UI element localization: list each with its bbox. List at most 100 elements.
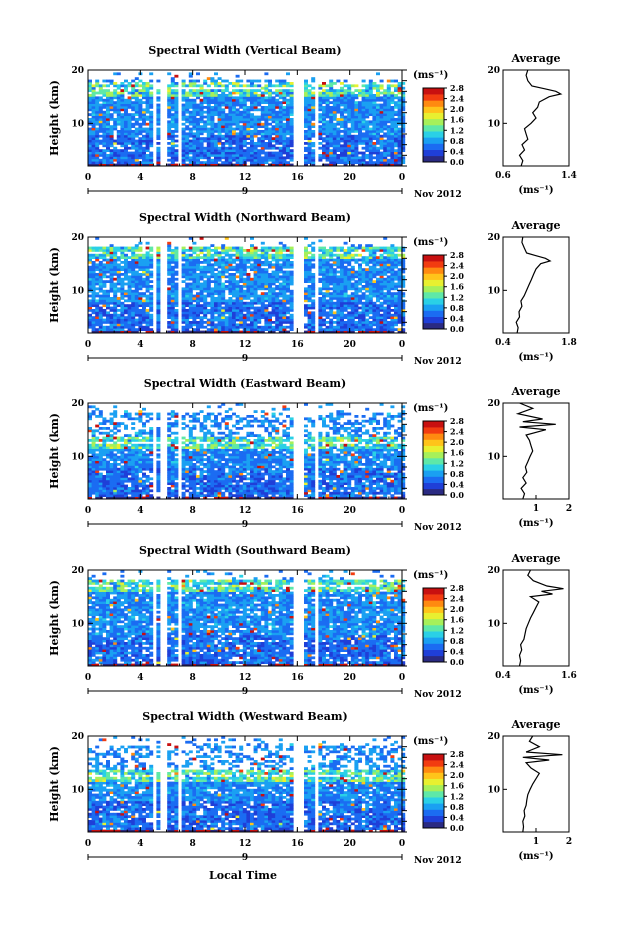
heatmap-cell (224, 285, 229, 288)
heatmap-cell (181, 118, 186, 121)
heatmap-cell (257, 115, 262, 119)
heatmap-cell (210, 268, 215, 271)
heatmap-cell (278, 122, 283, 126)
heatmap-cell (91, 110, 96, 114)
heatmap-cell (325, 110, 330, 114)
heatmap-cell (304, 154, 308, 157)
heatmap-cell (347, 277, 352, 281)
heatmap-cell (242, 120, 247, 124)
heatmap-cell (228, 261, 233, 264)
heatmap-cell (91, 149, 96, 152)
heatmap-cell (95, 98, 100, 102)
heatmap-cell (95, 282, 100, 286)
heatmap-cell (354, 158, 359, 162)
heatmap-cell (268, 321, 272, 324)
heatmap-cell (214, 108, 218, 112)
heatmap-cell (116, 118, 121, 121)
heatmap-cell (124, 86, 128, 90)
heatmap-cell (228, 330, 233, 334)
heatmap-cell (116, 275, 121, 279)
heatmap-cell (397, 134, 402, 138)
heatmap-cell (289, 294, 294, 298)
heatmap-cell (181, 142, 186, 145)
heatmap-cell (106, 113, 110, 116)
heatmap-cell (98, 301, 103, 305)
heatmap-cell (95, 146, 100, 150)
heatmap-cell (239, 149, 244, 152)
heatmap-cell (199, 285, 204, 288)
heatmap-cell (282, 113, 287, 116)
heatmap-cell (271, 125, 276, 128)
heatmap-cell (350, 313, 355, 317)
heatmap-cell (232, 309, 236, 312)
colorbar-segment (423, 137, 444, 144)
heatmap-cell (134, 287, 139, 291)
heatmap-cell (156, 282, 161, 286)
heatmap-cell (311, 256, 316, 259)
heatmap-cell (358, 328, 362, 331)
heatmap-cell (91, 154, 96, 157)
heatmap-cell (170, 321, 175, 324)
heatmap-cell (167, 294, 172, 298)
heatmap-cell (95, 142, 100, 145)
heatmap-cell (350, 110, 355, 114)
heatmap-cell (95, 130, 100, 133)
heatmap-cell (203, 270, 208, 274)
heatmap-cell (192, 84, 197, 88)
heatmap-cell (217, 280, 222, 283)
heatmap-cell (196, 139, 200, 143)
heatmap-cell (224, 306, 229, 310)
heatmap-cell (98, 106, 103, 109)
heatmap-cell (343, 265, 348, 269)
heatmap-cell (95, 163, 100, 167)
heatmap-cell (120, 294, 125, 298)
heatmap-cell (322, 270, 326, 274)
heatmap-cell (235, 118, 240, 121)
heatmap-cell (113, 297, 118, 300)
heatmap-cell (325, 125, 330, 128)
heatmap-cell (282, 106, 287, 109)
heatmap-cell (304, 91, 308, 95)
heatmap-cell (109, 330, 114, 334)
heatmap-cell (156, 268, 161, 271)
heatmap-cell (98, 115, 103, 119)
heatmap-cell (120, 139, 125, 143)
heatmap-cell (275, 89, 280, 92)
heatmap-cell (250, 323, 254, 327)
heatmap-cell (379, 249, 384, 252)
heatmap-cell (131, 256, 136, 259)
heatmap-cell (192, 118, 197, 121)
heatmap-cell (332, 273, 337, 276)
heatmap-cell (221, 149, 226, 152)
heatmap-cell (106, 318, 110, 322)
heatmap-cell (235, 132, 240, 136)
heatmap-cell (282, 101, 287, 104)
heatmap-cell (149, 151, 154, 155)
heatmap-cell (106, 106, 110, 109)
heatmap-cell (127, 287, 132, 291)
heatmap-cell (88, 132, 92, 136)
heatmap-cell (350, 287, 355, 291)
heatmap-cell (221, 118, 226, 121)
heatmap-cell (390, 130, 395, 133)
heatmap-cell (174, 294, 179, 298)
heatmap-cell (131, 263, 136, 267)
heatmap-cell (214, 79, 218, 83)
heatmap-cell (214, 275, 218, 279)
heatmap-cell (214, 98, 218, 102)
heatmap-cell (98, 108, 103, 112)
heatmap-cell (268, 110, 272, 114)
heatmap-cell (289, 139, 294, 143)
heatmap-cell (138, 249, 143, 252)
heatmap-cell (343, 282, 348, 286)
heatmap-cell (386, 294, 391, 298)
heatmap-cell (196, 246, 200, 250)
heatmap-cell (124, 154, 128, 157)
heatmap-cell (311, 301, 316, 305)
heatmap-cell (149, 144, 154, 148)
heatmap-cell (239, 132, 244, 136)
heatmap-cell (217, 263, 222, 267)
heatmap-cell (170, 292, 175, 295)
heatmap-cell (347, 282, 352, 286)
heatmap-cell (242, 270, 247, 274)
